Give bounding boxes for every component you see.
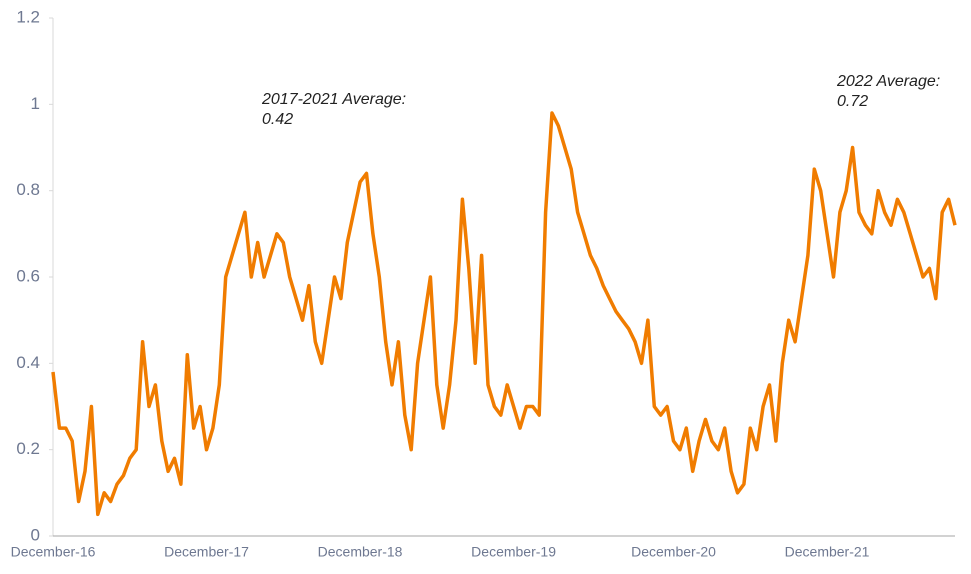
y-tick-label: 0 <box>31 525 40 544</box>
annotation: 2022 Average: <box>836 73 940 90</box>
annotation: 0.72 <box>837 93 868 110</box>
x-tick-label: December-16 <box>11 544 96 560</box>
y-tick-label: 1 <box>31 94 40 113</box>
y-tick-label: 0.8 <box>16 180 40 199</box>
annotation: 0.42 <box>262 111 293 128</box>
y-tick-label: 0.4 <box>16 353 40 372</box>
x-tick-label: December-21 <box>785 544 870 560</box>
x-tick-label: December-17 <box>164 544 249 560</box>
y-tick-label: 0.6 <box>16 266 40 285</box>
x-tick-label: December-18 <box>318 544 403 560</box>
x-tick-label: December-20 <box>631 544 716 560</box>
x-tick-label: December-19 <box>471 544 556 560</box>
y-tick-label: 0.2 <box>16 439 40 458</box>
annotation: 2017-2021 Average: <box>261 91 406 108</box>
y-tick-label: 1.2 <box>16 7 40 26</box>
series-line <box>51 111 957 517</box>
